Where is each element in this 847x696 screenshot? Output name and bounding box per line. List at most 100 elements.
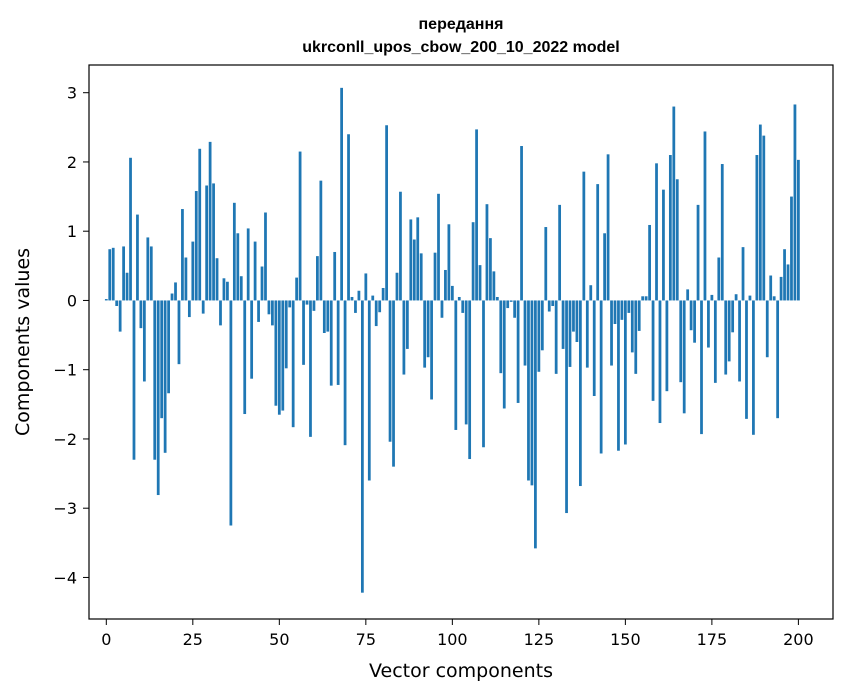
bar-55	[295, 277, 299, 301]
bar-71	[350, 296, 354, 301]
bar-153	[634, 300, 638, 374]
bar-86	[402, 300, 406, 375]
bar-12	[146, 237, 150, 301]
bar-75	[364, 273, 368, 301]
bar-41	[246, 228, 250, 301]
bar-112	[492, 271, 496, 301]
bar-128	[547, 300, 551, 312]
bar-190	[762, 135, 766, 301]
bar-141	[592, 300, 596, 397]
bar-99	[447, 224, 451, 301]
bar-155	[641, 296, 645, 301]
x-axis-ticks: 0 25 50 75 100 125 150 175 200	[101, 619, 814, 649]
bar-52	[284, 300, 288, 369]
bar-124	[534, 300, 537, 549]
bar-172	[700, 300, 703, 435]
bar-116	[506, 300, 510, 309]
bar-199	[793, 104, 797, 301]
bar-14	[153, 300, 157, 460]
bar-5	[122, 246, 125, 301]
bar-197	[786, 264, 790, 301]
bar-107	[475, 129, 478, 301]
bar-57	[302, 300, 305, 365]
bar-110	[485, 204, 489, 301]
bar-83	[392, 300, 395, 467]
bar-82	[388, 300, 392, 442]
bar-72	[354, 300, 357, 313]
x-tick-label: 25	[183, 630, 203, 649]
bar-6	[125, 272, 129, 301]
bar-60	[312, 300, 316, 311]
x-tick-label: 100	[437, 630, 468, 649]
bar-185	[745, 300, 748, 419]
bar-127	[544, 227, 548, 301]
bar-64	[326, 300, 330, 332]
bars-group	[104, 87, 800, 593]
bar-3	[115, 300, 119, 306]
bar-65	[329, 300, 333, 386]
bar-84	[395, 272, 399, 301]
bar-189	[758, 124, 762, 301]
bar-25	[191, 241, 195, 301]
bar-181	[731, 300, 735, 333]
bar-133	[565, 300, 568, 514]
bar-28	[201, 300, 205, 314]
bar-70	[347, 134, 350, 301]
y-tick-label: −4	[53, 568, 77, 587]
bar-200	[797, 159, 800, 301]
y-tick-label: 0	[67, 291, 77, 310]
bar-191	[765, 300, 769, 358]
bar-35	[226, 281, 229, 301]
bar-23	[184, 257, 188, 301]
bar-184	[741, 247, 745, 301]
bar-113	[495, 296, 499, 301]
bar-152	[630, 300, 634, 353]
bar-46	[264, 212, 267, 301]
bar-143	[599, 300, 603, 454]
bar-173	[703, 131, 707, 301]
bar-54	[291, 300, 295, 428]
y-axis-label: Components values	[12, 248, 34, 436]
bar-137	[579, 300, 582, 487]
bar-154	[637, 300, 641, 331]
bar-56	[298, 151, 302, 301]
bar-96	[437, 193, 440, 301]
bar-51	[281, 300, 285, 411]
bar-159	[655, 163, 658, 301]
bar-50	[277, 300, 281, 415]
bar-102	[457, 296, 461, 301]
bar-106	[471, 222, 475, 301]
bar-8	[132, 300, 136, 460]
bar-1	[108, 249, 112, 301]
bar-24	[187, 300, 191, 318]
bar-118	[513, 300, 517, 318]
bar-123	[530, 300, 534, 486]
bar-138	[582, 171, 586, 301]
bar-145	[606, 154, 610, 301]
bar-129	[551, 300, 555, 306]
bar-170	[693, 300, 696, 343]
bar-87	[405, 300, 409, 349]
bar-108	[478, 265, 482, 301]
bar-11	[142, 300, 146, 382]
bar-15	[156, 300, 160, 496]
bar-142	[596, 184, 600, 301]
bar-13	[149, 246, 153, 301]
y-tick-label: −3	[53, 499, 77, 518]
bar-101	[454, 300, 458, 430]
bar-20	[174, 282, 177, 301]
bar-89	[412, 239, 416, 301]
bar-69	[343, 300, 347, 446]
bar-7	[129, 157, 132, 301]
chart-title: передання	[419, 16, 504, 33]
x-tick-label: 150	[610, 630, 641, 649]
bar-151	[627, 300, 631, 313]
bar-91	[419, 253, 423, 301]
bar-169	[689, 300, 693, 331]
bar-119	[516, 300, 520, 403]
bar-27	[198, 148, 202, 301]
bar-66	[333, 251, 337, 301]
bar-49	[274, 300, 278, 406]
bar-36	[229, 300, 233, 526]
